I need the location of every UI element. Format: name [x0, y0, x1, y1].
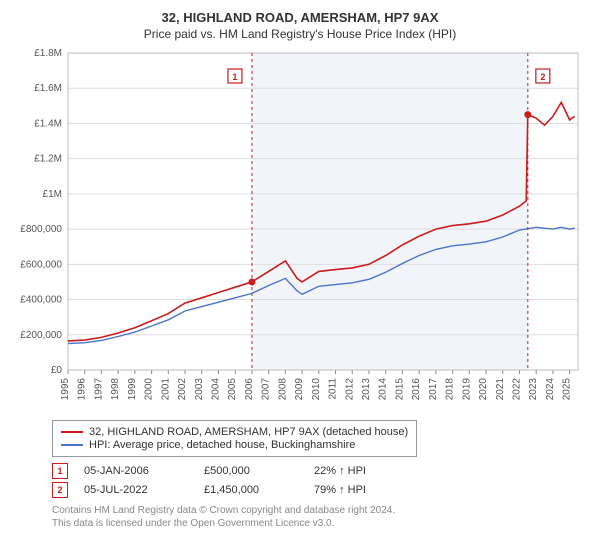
svg-text:2021: 2021 [495, 378, 506, 401]
svg-text:2012: 2012 [344, 378, 355, 401]
svg-text:2015: 2015 [394, 378, 405, 401]
footnote: Contains HM Land Registry data © Crown c… [52, 504, 588, 530]
svg-text:2013: 2013 [361, 378, 372, 401]
sales-table: 1 05-JAN-2006 £500,000 22% ↑ HPI 2 05-JU… [52, 463, 588, 498]
svg-text:2016: 2016 [411, 378, 422, 401]
svg-text:£400,000: £400,000 [20, 295, 62, 306]
svg-text:1997: 1997 [93, 378, 104, 401]
svg-text:2001: 2001 [160, 378, 171, 401]
svg-text:2014: 2014 [378, 378, 389, 401]
sale-marker-icon: 2 [52, 482, 68, 498]
svg-text:2: 2 [540, 72, 545, 82]
svg-text:£200,000: £200,000 [20, 330, 62, 341]
sale-price: £1,450,000 [204, 484, 314, 496]
svg-text:1998: 1998 [110, 378, 121, 401]
sale-pct: 79% ↑ HPI [314, 484, 394, 496]
legend-label: HPI: Average price, detached house, Buck… [89, 439, 355, 451]
svg-text:2018: 2018 [445, 378, 456, 401]
svg-text:£600,000: £600,000 [20, 259, 62, 270]
svg-text:2023: 2023 [528, 378, 539, 401]
chart-title: 32, HIGHLAND ROAD, AMERSHAM, HP7 9AX [12, 10, 588, 25]
svg-text:2017: 2017 [428, 378, 439, 401]
legend-label: 32, HIGHLAND ROAD, AMERSHAM, HP7 9AX (de… [89, 426, 408, 438]
svg-text:£1.4M: £1.4M [34, 118, 62, 129]
svg-text:2004: 2004 [210, 378, 221, 401]
svg-text:2002: 2002 [177, 378, 188, 401]
svg-text:1996: 1996 [77, 378, 88, 401]
svg-text:2024: 2024 [545, 378, 556, 401]
svg-text:2006: 2006 [244, 378, 255, 401]
table-row: 1 05-JAN-2006 £500,000 22% ↑ HPI [52, 463, 588, 479]
svg-text:2005: 2005 [227, 378, 238, 401]
svg-text:2011: 2011 [328, 378, 339, 400]
sale-price: £500,000 [204, 465, 314, 477]
legend-swatch [61, 444, 83, 446]
svg-text:2008: 2008 [277, 378, 288, 401]
svg-text:£0: £0 [51, 365, 63, 376]
sale-date: 05-JAN-2006 [84, 465, 204, 477]
svg-text:1: 1 [232, 72, 237, 82]
svg-text:1999: 1999 [127, 378, 138, 401]
svg-text:1995: 1995 [60, 378, 71, 401]
chart-container: 32, HIGHLAND ROAD, AMERSHAM, HP7 9AX Pri… [0, 0, 600, 534]
sale-marker-icon: 1 [52, 463, 68, 479]
legend-item: HPI: Average price, detached house, Buck… [61, 439, 408, 451]
table-row: 2 05-JUL-2022 £1,450,000 79% ↑ HPI [52, 482, 588, 498]
svg-text:2007: 2007 [261, 378, 272, 401]
legend-item: 32, HIGHLAND ROAD, AMERSHAM, HP7 9AX (de… [61, 426, 408, 438]
svg-text:2020: 2020 [478, 378, 489, 401]
svg-text:£1M: £1M [43, 189, 62, 200]
svg-text:£1.6M: £1.6M [34, 83, 62, 94]
svg-text:2025: 2025 [562, 378, 573, 401]
chart-subtitle: Price paid vs. HM Land Registry's House … [12, 27, 588, 41]
svg-text:2022: 2022 [511, 378, 522, 401]
sale-pct: 22% ↑ HPI [314, 465, 394, 477]
svg-text:2009: 2009 [294, 378, 305, 401]
svg-text:£800,000: £800,000 [20, 224, 62, 235]
svg-text:£1.2M: £1.2M [34, 154, 62, 165]
chart-plot: £0 £200,000 £400,000 £600,000 £800,000 £1M £1.… [12, 47, 588, 412]
sale-date: 05-JUL-2022 [84, 484, 204, 496]
svg-text:£1.8M: £1.8M [34, 48, 62, 59]
legend: 32, HIGHLAND ROAD, AMERSHAM, HP7 9AX (de… [52, 420, 417, 457]
legend-swatch [61, 431, 83, 433]
svg-text:2019: 2019 [461, 378, 472, 401]
svg-text:2000: 2000 [144, 378, 155, 401]
svg-text:2010: 2010 [311, 378, 322, 401]
svg-text:2003: 2003 [194, 378, 205, 401]
